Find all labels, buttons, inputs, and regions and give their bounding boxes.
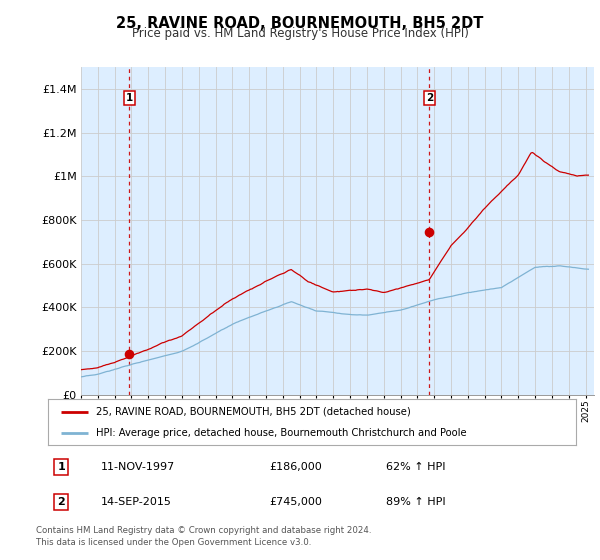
Text: Price paid vs. HM Land Registry's House Price Index (HPI): Price paid vs. HM Land Registry's House … <box>131 27 469 40</box>
Text: £186,000: £186,000 <box>270 462 323 472</box>
Text: £745,000: £745,000 <box>270 497 323 507</box>
Text: 1: 1 <box>125 93 133 103</box>
Point <box>124 349 134 358</box>
Text: 62% ↑ HPI: 62% ↑ HPI <box>386 462 445 472</box>
Text: 11-NOV-1997: 11-NOV-1997 <box>101 462 175 472</box>
Text: Contains HM Land Registry data © Crown copyright and database right 2024.
This d: Contains HM Land Registry data © Crown c… <box>36 526 371 547</box>
Text: HPI: Average price, detached house, Bournemouth Christchurch and Poole: HPI: Average price, detached house, Bour… <box>95 428 466 438</box>
Text: 89% ↑ HPI: 89% ↑ HPI <box>386 497 446 507</box>
Text: 25, RAVINE ROAD, BOURNEMOUTH, BH5 2DT (detached house): 25, RAVINE ROAD, BOURNEMOUTH, BH5 2DT (d… <box>95 407 410 417</box>
Text: 1: 1 <box>58 462 65 472</box>
Point <box>425 227 434 236</box>
Text: 2: 2 <box>426 93 433 103</box>
Text: 2: 2 <box>58 497 65 507</box>
Text: 25, RAVINE ROAD, BOURNEMOUTH, BH5 2DT: 25, RAVINE ROAD, BOURNEMOUTH, BH5 2DT <box>116 16 484 31</box>
Text: 14-SEP-2015: 14-SEP-2015 <box>101 497 172 507</box>
